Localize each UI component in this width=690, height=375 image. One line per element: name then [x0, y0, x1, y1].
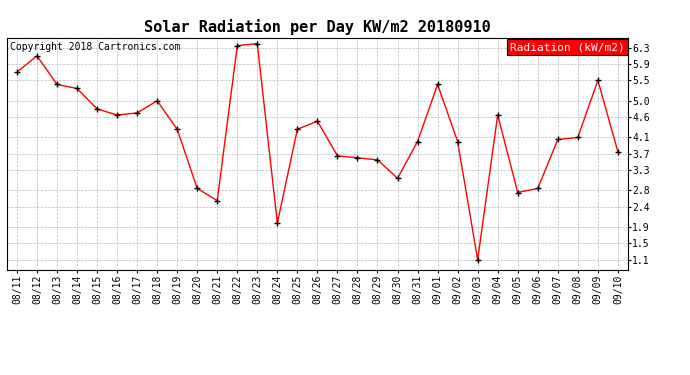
Title: Solar Radiation per Day KW/m2 20180910: Solar Radiation per Day KW/m2 20180910: [144, 19, 491, 35]
Text: Radiation (kW/m2): Radiation (kW/m2): [510, 42, 625, 52]
Text: Copyright 2018 Cartronics.com: Copyright 2018 Cartronics.com: [10, 42, 180, 52]
